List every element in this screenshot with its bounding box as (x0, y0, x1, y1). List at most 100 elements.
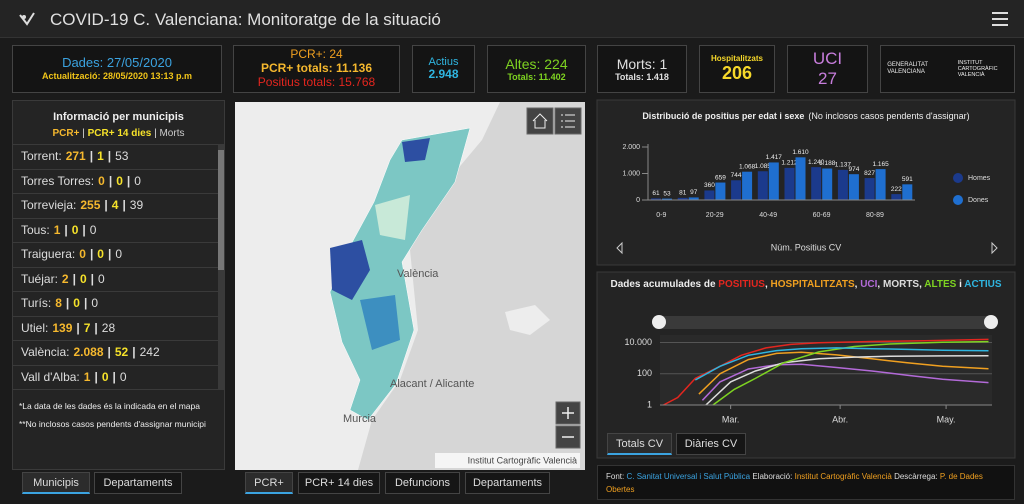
legend-morts: Morts (159, 128, 185, 139)
legend-pcr: PCR+ (52, 128, 80, 139)
value-label: 1.165 (872, 161, 889, 168)
title-separator: , (854, 279, 861, 290)
value-label: 1.188 (819, 160, 836, 167)
series-line (701, 363, 989, 401)
cumulative-title-prefix: Dades acumulades de (610, 279, 719, 290)
morts-card: Morts: 1 Totals: 1.418 (597, 45, 687, 93)
footer-link[interactable]: P. de Dades Obertes (606, 472, 983, 494)
header-title: COVID-19 C. Valenciana: Monitoratge de l… (50, 10, 441, 29)
bar (757, 171, 768, 200)
series-line (712, 340, 989, 406)
tab-municipis[interactable]: Municipis (22, 472, 90, 494)
dades-card: Dades: 27/05/2020 Actualització: 28/05/2… (12, 45, 222, 93)
bar (902, 184, 913, 200)
separator: | (72, 271, 76, 286)
separator: | (89, 247, 94, 261)
value-label: 360 (704, 182, 715, 189)
x-tick-label: 60-69 (813, 212, 831, 219)
municipi-row: Turís: 8 | 0 | 0 (13, 292, 218, 317)
map-tab[interactable]: Departaments (465, 472, 550, 494)
municipis-panel: Informació per municipis PCR+ | PCR+ 14 … (12, 100, 225, 470)
title-series-name: POSITIUS (718, 279, 765, 290)
positius-total: Positius totals: 15.768 (257, 74, 376, 89)
uci-card: UCI 27 (787, 45, 868, 93)
dades-date: Dades: 27/05/2020 (62, 55, 172, 71)
municipi-name: Utiel: (21, 320, 49, 335)
bar (704, 190, 715, 200)
municipi-name: Tous: (21, 222, 50, 237)
y-tick-label: 100 (637, 368, 652, 378)
morts-value: 0 (119, 369, 127, 384)
municipi-name: Torres Torres: (21, 173, 95, 188)
slider-handle[interactable] (984, 315, 998, 329)
map-region-dark (402, 138, 430, 162)
footer: Font: C. Sanitat Universal i Salut Públi… (597, 465, 1015, 500)
pcr-value: 271 (65, 149, 86, 163)
bar (677, 197, 688, 200)
scroll-thumb[interactable] (218, 150, 224, 270)
separator: | (122, 198, 126, 212)
value-label: 53 (663, 190, 671, 197)
altes-daily: Altes: 224 (505, 55, 568, 72)
separator: | (94, 369, 98, 384)
separator: | (108, 173, 113, 188)
series-line (694, 347, 989, 381)
menu-button[interactable] (992, 12, 1008, 26)
footer-link[interactable]: C. Sanitat Universal i Salut Pública (626, 472, 751, 481)
y-tick-label: 1.000 (622, 170, 640, 177)
municipis-title: Informació per municipis (53, 111, 184, 123)
series-line (705, 354, 989, 406)
pcr-value: 0 (98, 173, 105, 188)
municipi-name: Torrevieja: (21, 198, 77, 212)
footer-label: Elaboració: (752, 472, 793, 481)
bar (822, 168, 833, 200)
scroll-arrows (616, 241, 998, 255)
municipis-notes: *La data de les dades és la indicada en … (19, 399, 219, 432)
morts-daily: Morts: 1 (616, 55, 668, 72)
footer-link[interactable]: Institut Cartogràfic Valencià (794, 472, 892, 481)
morts-value: 0 (91, 296, 99, 310)
scrollbar[interactable] (218, 144, 224, 390)
value-label: 1.240 (808, 159, 825, 166)
map-tab[interactable]: Defuncions (385, 472, 460, 494)
municipis-list[interactable]: Torrent: 271 | 1 | 53 Torres Torres: 0 | 0 | 0 Torre… (13, 144, 218, 390)
map-island (505, 305, 550, 335)
y-tick-label: 1 (647, 399, 652, 409)
slider-handle[interactable] (652, 315, 666, 329)
x-tick-label: 0-9 (656, 212, 666, 219)
pcr14-value: 0 (71, 222, 79, 237)
x-tick-label: Mar. (722, 414, 740, 424)
hospitalitzats-card: Hospitalitzats 206 (699, 45, 775, 93)
separator: | (126, 173, 131, 188)
footer-label: Font: (606, 472, 625, 481)
map-label: Murcia (343, 413, 377, 425)
bar (662, 198, 672, 200)
map-button[interactable] (526, 107, 554, 135)
bar (651, 198, 661, 200)
legend-pcr14: PCR+ 14 dies (87, 128, 152, 139)
age-title-main: Distribució de positius per edat i sexe (642, 111, 804, 121)
logo-icv: INSTITUT CARTOGRÀFIC VALENCIÀ (957, 59, 998, 79)
range-slider[interactable] (655, 316, 995, 329)
tab-departaments[interactable]: Departaments (94, 472, 182, 494)
actius-value: 2.948 (428, 67, 459, 82)
app-icon (19, 12, 35, 26)
bar (837, 169, 848, 200)
x-tick-label: Abr. (832, 414, 848, 424)
separator: | (82, 222, 86, 237)
cumulative-tab[interactable]: Diàries CV (676, 433, 746, 455)
title-separator: , (764, 279, 771, 290)
map-attribution: Institut Cartogràfic Valencià (468, 455, 577, 465)
morts-total: Totals: 1.418 (615, 71, 669, 82)
x-axis-label: Núm. Positius CV (771, 242, 842, 252)
cumulative-tab[interactable]: Totals CV (607, 433, 672, 455)
map-tab[interactable]: PCR+ (245, 472, 293, 494)
municipi-row: Vall d'Alba: 1 | 0 | 0 (13, 366, 218, 390)
legend-swatch (953, 195, 963, 205)
title-series-name: UCI (860, 279, 878, 290)
municipi-row: Torrevieja: 255 | 4 | 39 (13, 194, 218, 219)
pcr14-value: 52 (114, 345, 129, 359)
separator: | (64, 222, 68, 237)
map-tab[interactable]: PCR+ 14 dies (298, 472, 380, 494)
